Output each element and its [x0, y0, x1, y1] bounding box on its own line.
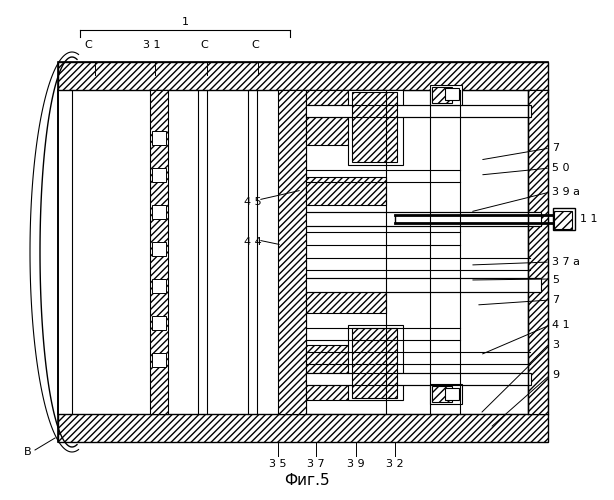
Bar: [152, 279, 166, 293]
Text: 3 1: 3 1: [143, 40, 161, 50]
Bar: [306, 278, 541, 292]
Bar: [152, 205, 166, 219]
Bar: [58, 414, 548, 442]
Text: 5: 5: [552, 275, 559, 285]
Bar: [430, 85, 462, 105]
Bar: [306, 177, 386, 205]
Bar: [553, 208, 575, 230]
Bar: [152, 168, 166, 182]
Text: 3 7: 3 7: [307, 459, 325, 469]
Text: 1 1: 1 1: [580, 214, 597, 224]
Text: 1: 1: [182, 17, 188, 27]
Text: C: C: [251, 40, 259, 50]
Bar: [306, 285, 386, 313]
Text: 3 5: 3 5: [270, 459, 287, 469]
Text: B: B: [24, 447, 32, 457]
Text: 9: 9: [552, 370, 559, 380]
Text: 7: 7: [552, 143, 559, 153]
Bar: [152, 353, 166, 367]
Bar: [152, 242, 166, 256]
Text: Фиг.5: Фиг.5: [284, 473, 330, 488]
Bar: [306, 345, 386, 400]
Bar: [348, 325, 403, 400]
Bar: [445, 88, 459, 100]
Bar: [352, 328, 397, 398]
Bar: [306, 212, 541, 226]
Bar: [352, 92, 397, 162]
Bar: [278, 90, 306, 414]
Bar: [432, 87, 452, 103]
Bar: [430, 384, 462, 404]
Bar: [58, 62, 548, 442]
Text: 7: 7: [552, 295, 559, 305]
Bar: [152, 316, 166, 330]
Bar: [58, 62, 548, 90]
Bar: [445, 388, 459, 400]
Text: 3: 3: [552, 340, 559, 350]
Text: C: C: [84, 40, 92, 50]
Text: 3 9 a: 3 9 a: [552, 187, 580, 197]
Bar: [348, 90, 403, 165]
Text: 4 5: 4 5: [244, 197, 262, 207]
Bar: [554, 211, 572, 229]
Bar: [152, 131, 166, 145]
Bar: [306, 90, 386, 145]
Bar: [306, 105, 531, 117]
Text: C: C: [200, 40, 208, 50]
Bar: [306, 373, 531, 385]
Text: 3 7 a: 3 7 a: [552, 257, 580, 267]
Bar: [150, 90, 168, 414]
Bar: [528, 90, 548, 414]
Text: 3 2: 3 2: [386, 459, 404, 469]
Bar: [432, 386, 452, 402]
Text: 4 1: 4 1: [552, 320, 570, 330]
Text: 4 4: 4 4: [244, 237, 262, 247]
Text: 3 9: 3 9: [347, 459, 365, 469]
Bar: [306, 90, 528, 414]
Text: 5 0: 5 0: [552, 163, 570, 173]
